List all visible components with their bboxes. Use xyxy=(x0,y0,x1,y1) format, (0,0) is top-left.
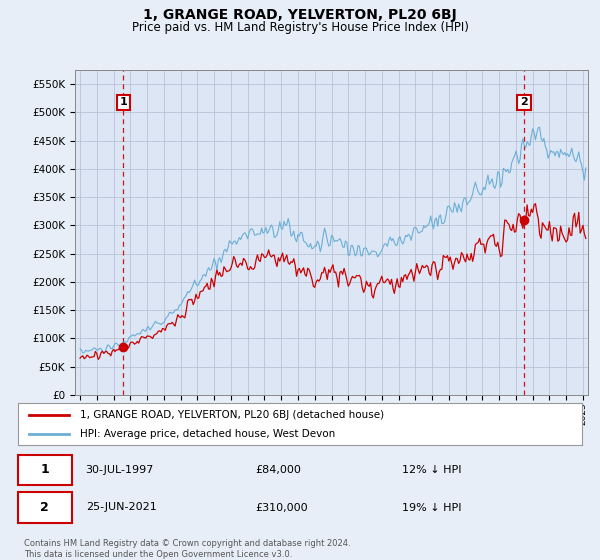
Text: £310,000: £310,000 xyxy=(255,502,308,512)
Text: 1, GRANGE ROAD, YELVERTON, PL20 6BJ: 1, GRANGE ROAD, YELVERTON, PL20 6BJ xyxy=(143,8,457,22)
Text: Price paid vs. HM Land Registry's House Price Index (HPI): Price paid vs. HM Land Registry's House … xyxy=(131,21,469,34)
FancyBboxPatch shape xyxy=(18,492,71,522)
Text: 25-JUN-2021: 25-JUN-2021 xyxy=(86,502,157,512)
Text: 19% ↓ HPI: 19% ↓ HPI xyxy=(401,502,461,512)
Text: 1: 1 xyxy=(40,463,49,476)
Text: 2: 2 xyxy=(520,97,528,108)
Text: 12% ↓ HPI: 12% ↓ HPI xyxy=(401,465,461,475)
Text: £84,000: £84,000 xyxy=(255,465,301,475)
Text: 1, GRANGE ROAD, YELVERTON, PL20 6BJ (detached house): 1, GRANGE ROAD, YELVERTON, PL20 6BJ (det… xyxy=(80,409,384,419)
Text: Contains HM Land Registry data © Crown copyright and database right 2024.
This d: Contains HM Land Registry data © Crown c… xyxy=(24,539,350,559)
Text: 30-JUL-1997: 30-JUL-1997 xyxy=(86,465,154,475)
FancyBboxPatch shape xyxy=(18,455,71,485)
Text: HPI: Average price, detached house, West Devon: HPI: Average price, detached house, West… xyxy=(80,429,335,439)
Text: 1: 1 xyxy=(119,97,127,108)
Text: 2: 2 xyxy=(40,501,49,514)
